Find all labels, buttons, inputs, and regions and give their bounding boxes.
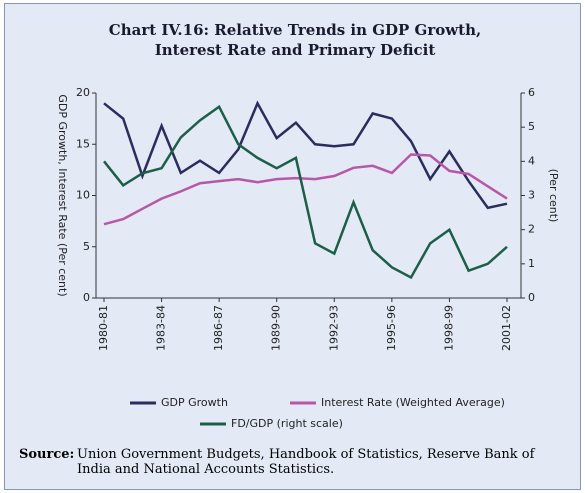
x-tick-label: 1989-90 — [270, 305, 283, 351]
source-text: Union Government Budgets, Handbook of St… — [77, 447, 535, 477]
legend-label: Interest Rate (Weighted Average) — [321, 396, 505, 409]
y2-tick-label: 3 — [528, 189, 535, 202]
legend-label: GDP Growth — [161, 396, 228, 409]
y2-tick-label: 2 — [528, 223, 535, 236]
y-axis-label: GDP Growth, Interest Rate (Per cent) — [56, 94, 69, 296]
x-tick-label: 1992-93 — [327, 305, 340, 351]
y2-tick-label: 4 — [528, 154, 535, 167]
y-tick-label: 5 — [83, 240, 90, 253]
y-tick-label: 10 — [76, 189, 90, 202]
legend-label: FD/GDP (right scale) — [231, 417, 343, 430]
y2-tick-label: 0 — [528, 291, 535, 304]
x-tick-label: 1998-99 — [442, 305, 455, 351]
y-tick-label: 15 — [76, 137, 90, 150]
y-tick-label: 20 — [76, 86, 90, 99]
y2-axis-label: (Per cent) — [547, 169, 560, 223]
chart: 0 5 10 15 20 0 1 2 3 4 5 6 GDP Growth, Interest Rate… — [56, 86, 560, 430]
x-tick-label: 1980-81 — [97, 305, 110, 351]
y2-tick-label: 1 — [528, 257, 535, 270]
series-line — [103, 153, 508, 226]
source-label: Source: — [19, 447, 75, 462]
y2-tick-label: 5 — [528, 120, 535, 133]
chart-panel: 0 5 10 15 20 0 1 2 3 4 5 6 GDP Growth, Interest Rate… — [4, 3, 581, 490]
x-tick-label: 2001-02 — [500, 305, 513, 351]
y-tick-label: 0 — [83, 291, 90, 304]
y2-tick-label: 6 — [528, 86, 535, 99]
x-tick-label: 1995-96 — [385, 305, 398, 351]
series-line — [103, 100, 508, 210]
source-note: Source: Union Government Budgets, Handboo… — [19, 447, 569, 477]
x-tick-label: 1986-87 — [212, 305, 225, 351]
x-tick-label: 1983-84 — [155, 305, 168, 351]
series-line — [103, 104, 508, 280]
chart-title: Chart IV.16: Relative Trends in GDP Grow… — [108, 21, 482, 59]
